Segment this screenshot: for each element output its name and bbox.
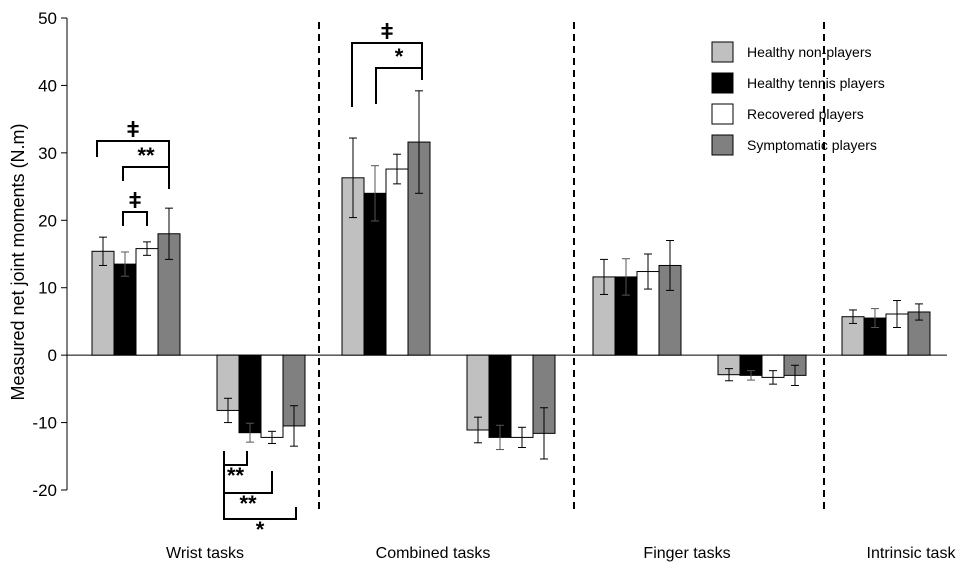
y-tick-label: -20 [32, 481, 57, 500]
significance-bracket [351, 42, 423, 107]
significance-bracket [96, 140, 170, 187]
significance-mark: ǂ [127, 117, 140, 142]
category-label: Finger tasks [643, 545, 730, 562]
error-layer [99, 90, 923, 460]
bar [260, 354, 284, 438]
y-tick-label: 0 [48, 346, 57, 365]
legend-label: Recovered players [747, 106, 864, 122]
y-axis-title: Measured net joint moments (N.m) [8, 123, 28, 400]
significance-mark: ** [239, 491, 257, 516]
category-label: Intrinsic task [867, 545, 957, 562]
legend-swatch [711, 134, 734, 156]
category-label: Wrist tasks [166, 545, 244, 562]
legend-label: Healthy non-players [747, 44, 872, 60]
y-tick-label: 40 [38, 76, 57, 95]
legend-label: Symptomatic players [747, 137, 877, 153]
significance-layer: ǂ**ǂ*****ǂ* [96, 19, 423, 542]
y-tick-label: 50 [38, 9, 57, 28]
significance-mark: * [256, 517, 265, 542]
bar [385, 168, 409, 356]
bar-layer [91, 141, 931, 438]
significance-bracket [223, 451, 297, 520]
significance-mark: ǂ [381, 19, 394, 44]
bar [91, 250, 115, 356]
y-tick-label: 30 [38, 144, 57, 163]
significance-bracket [122, 166, 170, 189]
significance-bracket [122, 211, 148, 226]
legend-swatch [711, 103, 734, 125]
y-tick-label: 20 [38, 211, 57, 230]
y-tick-label: 10 [38, 279, 57, 298]
divider-layer [318, 22, 825, 512]
significance-mark: ǂ [129, 188, 142, 213]
legend-label: Healthy tennis players [747, 75, 885, 91]
significance-bracket [375, 67, 423, 104]
y-tick-label: -10 [32, 414, 57, 433]
significance-mark: ** [137, 143, 155, 168]
legend-swatch [711, 72, 734, 94]
significance-mark: ** [227, 463, 245, 488]
bar [113, 263, 137, 356]
bar [135, 248, 159, 356]
significance-mark: * [395, 44, 404, 69]
category-label: Combined tasks [376, 545, 491, 562]
legend: Healthy non-players Healthy tennis player… [711, 41, 885, 156]
bar [238, 354, 262, 434]
bar [510, 354, 534, 438]
legend-swatch [711, 41, 734, 63]
